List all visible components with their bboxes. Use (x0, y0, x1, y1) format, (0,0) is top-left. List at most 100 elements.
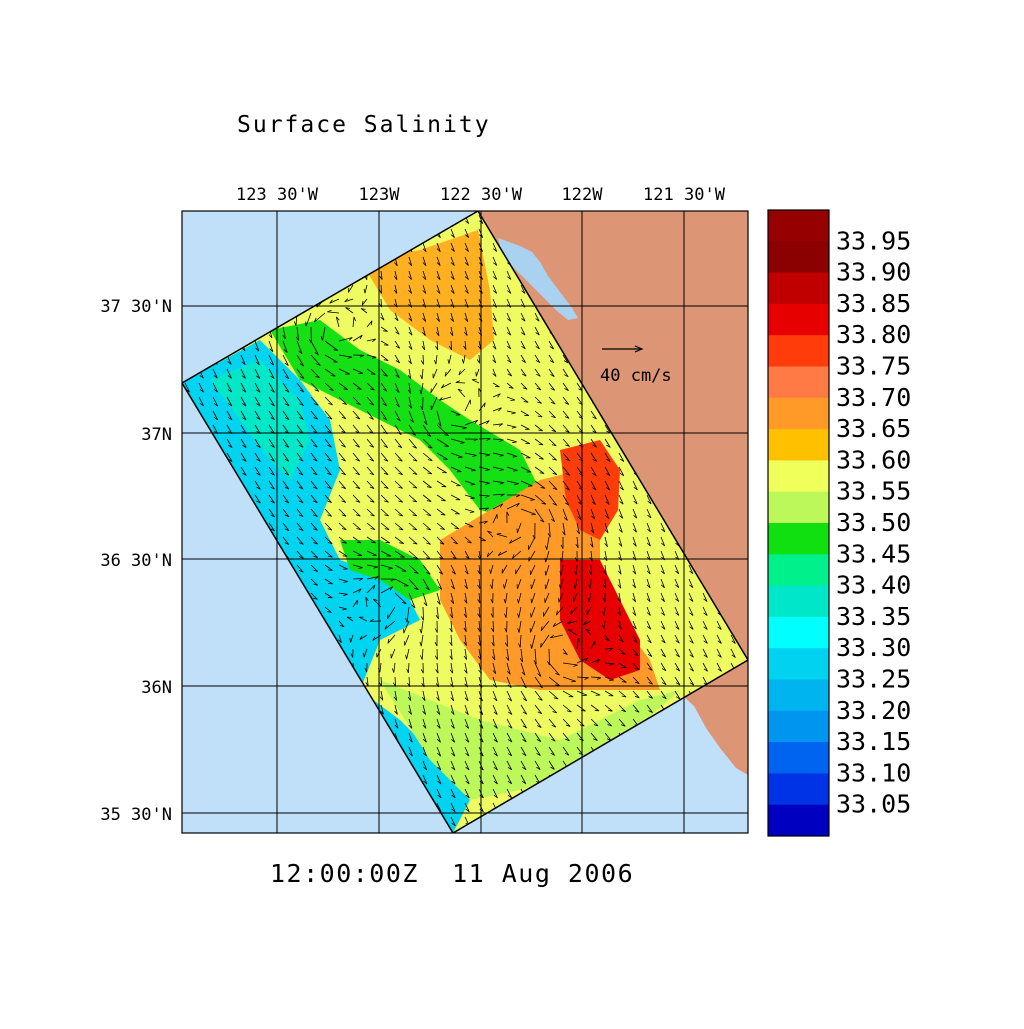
current-vector-arrow (588, 578, 592, 589)
current-vector-arrow (534, 466, 545, 474)
current-vector-arrow (490, 606, 494, 618)
current-vector-arrow (507, 494, 521, 498)
current-vector-arrow (478, 494, 490, 498)
current-vector-arrow (520, 774, 527, 785)
current-vector-arrow (674, 662, 681, 672)
current-vector-arrow (310, 508, 318, 517)
current-vector-arrow (447, 354, 452, 364)
current-vector-arrow (534, 312, 540, 322)
current-vector-arrow (380, 564, 393, 570)
current-vector-arrow (310, 382, 320, 392)
current-vector-arrow (501, 564, 508, 574)
current-vector-arrow (464, 242, 469, 252)
current-vector-arrow (604, 480, 611, 491)
current-vector-arrow (492, 690, 498, 702)
colorbar-cell (768, 523, 829, 555)
current-vector-arrow (422, 326, 426, 336)
current-vector-arrow (394, 340, 401, 349)
current-vector-arrow (268, 522, 276, 532)
current-vector-arrow (464, 774, 470, 785)
current-vector-arrow (548, 410, 556, 419)
current-vector-arrow (226, 368, 232, 379)
current-vector-arrow (407, 368, 412, 379)
current-vector-arrow (296, 410, 304, 420)
lon-label-122w: 122W (562, 185, 604, 205)
current-vector-arrow (618, 662, 627, 669)
colorbar-cell (768, 397, 829, 430)
current-vector-arrow (358, 616, 368, 622)
current-vector-arrow (464, 690, 469, 702)
current-vector-arrow (310, 494, 318, 504)
current-vector-arrow (324, 508, 332, 517)
current-vector-arrow (562, 690, 574, 698)
current-vector-arrow (420, 648, 424, 660)
current-vector-arrow (393, 298, 398, 308)
current-vector-arrow (296, 508, 304, 518)
current-vector-arrow (282, 396, 290, 407)
current-vector-arrow (534, 424, 543, 432)
current-vector-arrow (464, 522, 474, 528)
current-vector-arrow (420, 354, 424, 365)
current-vector-arrow (492, 298, 497, 308)
current-vector-arrow (435, 676, 440, 688)
current-vector-arrow (492, 270, 498, 280)
current-vector-arrow (268, 480, 275, 490)
current-vector-arrow (338, 606, 347, 611)
current-vector-arrow (646, 634, 652, 644)
current-vector-arrow (688, 620, 694, 630)
current-vector-arrow (492, 423, 504, 427)
colorbar-cell (768, 429, 829, 461)
current-vector-arrow (450, 494, 461, 501)
current-vector-arrow (324, 536, 333, 544)
current-vector-arrow (618, 550, 622, 561)
current-vector-arrow (688, 676, 695, 686)
current-vector-arrow (492, 393, 501, 398)
current-vector-arrow (379, 690, 384, 701)
current-vector-arrow (506, 760, 513, 771)
current-vector-arrow (394, 382, 400, 393)
current-vector-arrow (492, 493, 505, 497)
current-vector-arrow (310, 368, 320, 379)
current-vector-arrow (688, 592, 694, 602)
current-vector-arrow (324, 340, 339, 351)
current-vector-arrow (604, 690, 614, 697)
current-vector-arrow (419, 620, 424, 634)
current-vector-arrow (310, 592, 318, 600)
current-vector-arrow (646, 536, 651, 547)
current-vector-arrow (702, 648, 708, 658)
current-vector-arrow (352, 536, 362, 544)
current-vector-arrow (352, 396, 361, 405)
current-vector-arrow (506, 690, 513, 702)
current-vector-arrow (436, 242, 441, 252)
current-vector-arrow (254, 354, 260, 366)
current-vector-arrow (590, 466, 597, 477)
current-vector-arrow (310, 578, 318, 586)
current-vector-arrow (296, 494, 304, 504)
current-vector-arrow (464, 438, 478, 442)
current-vector-arrow (543, 606, 550, 617)
current-vector-arrow (604, 704, 613, 712)
current-vector-arrow (604, 662, 614, 666)
current-vector-arrow (492, 466, 504, 471)
current-vector-arrow (408, 466, 418, 475)
current-vector-arrow (254, 424, 261, 435)
current-vector-arrow (310, 354, 321, 366)
current-vector-arrow (617, 606, 621, 616)
current-vector-arrow (478, 676, 483, 688)
current-vector-arrow (506, 354, 512, 364)
current-vector-arrow (515, 564, 522, 575)
current-vector-arrow (576, 637, 581, 650)
current-vector-arrow (394, 438, 403, 449)
current-vector-arrow (282, 438, 290, 448)
current-vector-arrow (562, 732, 570, 742)
current-vector-arrow (520, 326, 526, 336)
current-vector-arrow (604, 718, 612, 727)
current-vector-arrow (436, 578, 443, 590)
lat-label-37n: 37N (141, 425, 172, 445)
current-vector-arrow (393, 284, 398, 294)
current-vector-arrow (548, 424, 557, 433)
current-vector-arrow (450, 564, 456, 575)
current-vector-arrow (408, 592, 416, 609)
current-vector-arrow (548, 480, 558, 490)
current-vector-arrow (603, 550, 608, 562)
